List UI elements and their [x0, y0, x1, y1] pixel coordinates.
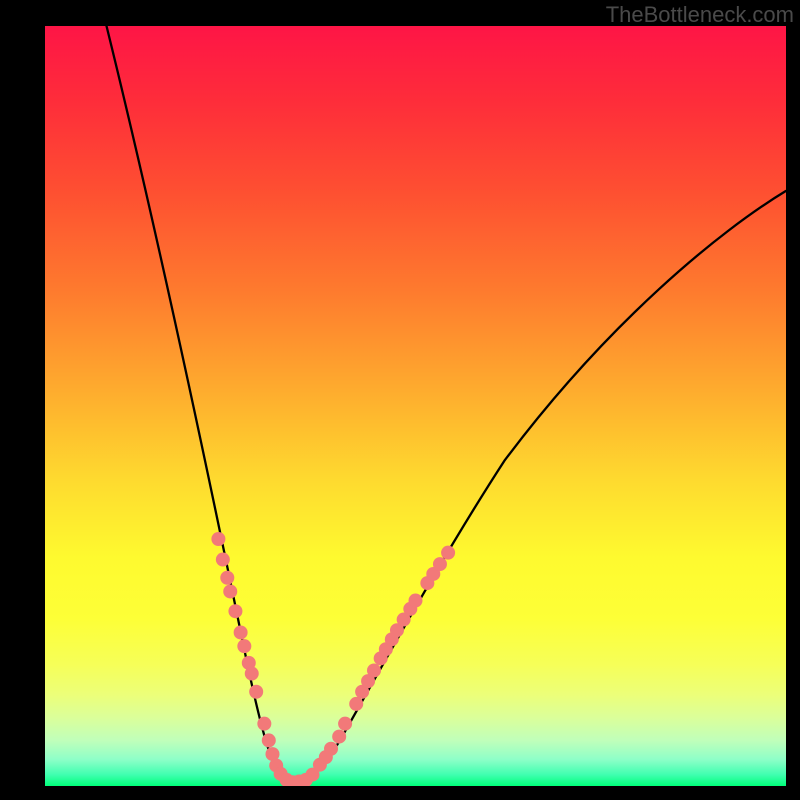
data-marker — [324, 742, 338, 756]
data-marker — [237, 639, 251, 653]
data-marker — [223, 584, 237, 598]
data-marker — [367, 663, 381, 677]
attribution-text: TheBottleneck.com — [606, 2, 794, 28]
data-marker — [249, 685, 263, 699]
data-marker — [216, 553, 230, 567]
plot-background — [45, 26, 786, 786]
data-marker — [349, 697, 363, 711]
data-marker — [338, 717, 352, 731]
data-marker — [228, 604, 242, 618]
data-marker — [332, 730, 346, 744]
data-marker — [211, 532, 225, 546]
data-marker — [245, 667, 259, 681]
data-marker — [433, 557, 447, 571]
data-marker — [409, 594, 423, 608]
bottleneck-chart — [0, 0, 800, 800]
data-marker — [441, 546, 455, 560]
data-marker — [234, 625, 248, 639]
data-marker — [262, 733, 276, 747]
data-marker — [257, 717, 271, 731]
data-marker — [220, 571, 234, 585]
chart-container: TheBottleneck.com — [0, 0, 800, 800]
